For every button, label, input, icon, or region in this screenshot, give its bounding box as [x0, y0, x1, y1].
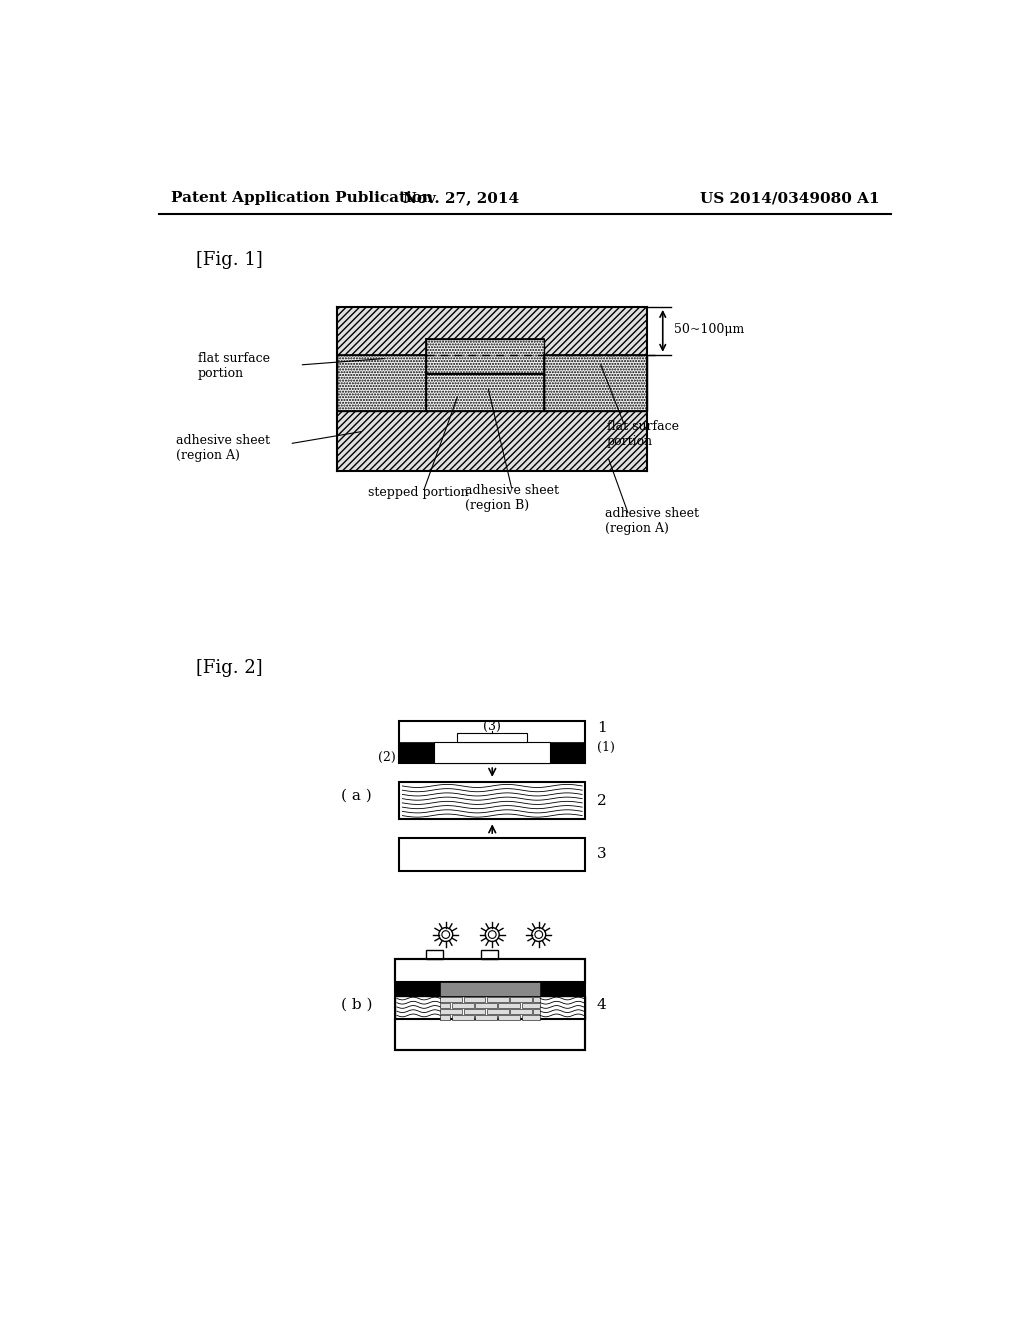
Text: US 2014/0349080 A1: US 2014/0349080 A1: [700, 191, 880, 206]
Bar: [475, 1015, 497, 1020]
Bar: [452, 1015, 474, 1020]
Bar: [510, 1010, 531, 1014]
Bar: [521, 1003, 541, 1007]
Text: 4: 4: [597, 998, 606, 1011]
Bar: [534, 997, 541, 1002]
Bar: [464, 997, 485, 1002]
Text: 50~100μm: 50~100μm: [675, 323, 744, 335]
Text: [Fig. 1]: [Fig. 1]: [197, 251, 263, 269]
Bar: [399, 781, 586, 818]
Text: 2: 2: [597, 793, 606, 808]
Bar: [399, 838, 586, 871]
Text: ( b ): ( b ): [341, 998, 373, 1011]
Bar: [399, 721, 586, 763]
Bar: [395, 982, 440, 997]
Bar: [440, 997, 462, 1002]
Bar: [395, 960, 586, 982]
Bar: [499, 1015, 520, 1020]
Text: 1: 1: [597, 721, 606, 735]
Text: stepped portion: stepped portion: [369, 486, 469, 499]
Bar: [452, 1003, 474, 1007]
Bar: [440, 982, 541, 997]
Bar: [399, 742, 434, 763]
Bar: [475, 1003, 497, 1007]
Text: [Fig. 2]: [Fig. 2]: [197, 659, 263, 677]
Bar: [426, 339, 544, 411]
Text: flat surface
portion: flat surface portion: [198, 352, 269, 380]
Text: (2): (2): [378, 751, 395, 764]
Bar: [440, 1015, 451, 1020]
Text: (1): (1): [597, 741, 614, 754]
Bar: [458, 733, 527, 742]
Text: adhesive sheet
(region A): adhesive sheet (region A): [604, 507, 698, 535]
Bar: [395, 997, 586, 1019]
Bar: [395, 1019, 586, 1051]
Bar: [521, 1015, 541, 1020]
Bar: [395, 960, 586, 1051]
Bar: [337, 411, 647, 471]
Text: 3: 3: [597, 847, 606, 862]
Bar: [550, 742, 586, 763]
Text: Patent Application Publication: Patent Application Publication: [171, 191, 432, 206]
Text: Nov. 27, 2014: Nov. 27, 2014: [403, 191, 519, 206]
Bar: [486, 997, 509, 1002]
Bar: [480, 950, 498, 960]
Text: adhesive sheet
(region B): adhesive sheet (region B): [465, 484, 559, 512]
Text: flat surface
portion: flat surface portion: [607, 420, 679, 449]
Bar: [434, 742, 550, 763]
Bar: [541, 982, 586, 997]
Bar: [499, 1003, 520, 1007]
Bar: [544, 355, 647, 411]
Bar: [510, 997, 531, 1002]
Bar: [534, 1010, 541, 1014]
Bar: [486, 1010, 509, 1014]
Bar: [440, 1003, 451, 1007]
Bar: [426, 950, 443, 960]
Bar: [440, 1010, 462, 1014]
Bar: [464, 1010, 485, 1014]
Bar: [337, 355, 426, 411]
Text: adhesive sheet
(region A): adhesive sheet (region A): [176, 434, 270, 462]
Text: (3): (3): [483, 721, 501, 733]
Bar: [337, 308, 647, 375]
Text: ( a ): ( a ): [341, 788, 372, 803]
